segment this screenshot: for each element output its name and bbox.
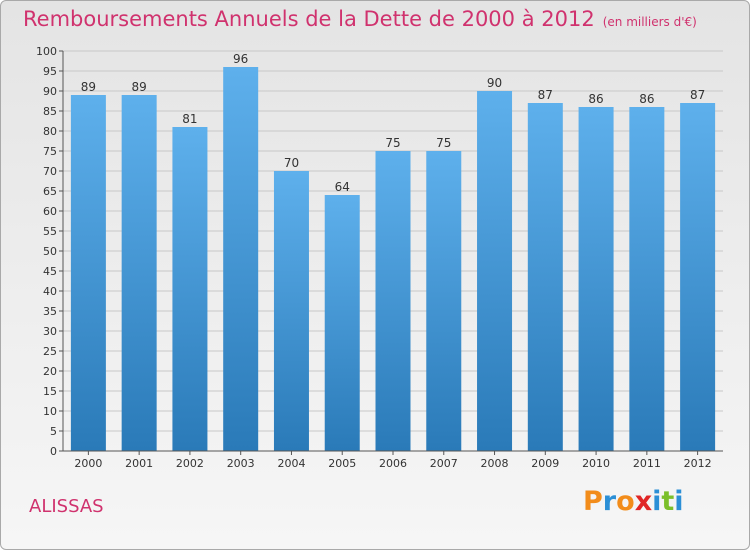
y-tick-label: 10 <box>43 405 57 418</box>
value-label: 86 <box>588 92 603 106</box>
bar <box>527 103 563 451</box>
logo-letter: i <box>674 486 684 517</box>
x-axis-ticks: 2000 2001 2002 2003 2004 2005 2006 2007 2008 2009… <box>74 451 712 470</box>
y-tick-label: 30 <box>43 325 57 338</box>
x-tick-label: 2008 <box>481 457 509 470</box>
bar <box>578 107 614 451</box>
y-tick-label: 70 <box>43 165 57 178</box>
y-tick-label: 75 <box>43 145 57 158</box>
bar <box>172 127 208 451</box>
logo-letter: r <box>602 486 617 517</box>
value-label: 96 <box>233 52 248 66</box>
y-tick-label: 45 <box>43 265 57 278</box>
x-tick-label: 2012 <box>684 457 712 470</box>
value-label: 64 <box>335 180 350 194</box>
y-tick-label: 20 <box>43 365 57 378</box>
y-tick-label: 0 <box>50 445 57 458</box>
value-label: 90 <box>487 76 502 90</box>
y-tick-label: 95 <box>43 65 57 78</box>
x-tick-label: 2002 <box>176 457 204 470</box>
y-tick-label: 40 <box>43 285 57 298</box>
value-label: 89 <box>132 80 147 94</box>
axes <box>62 51 723 452</box>
bar <box>477 91 513 451</box>
x-tick-label: 2010 <box>582 457 610 470</box>
bar <box>324 195 360 451</box>
x-tick-label: 2005 <box>328 457 356 470</box>
x-tick-label: 2003 <box>227 457 255 470</box>
value-label: 70 <box>284 156 299 170</box>
x-tick-label: 2011 <box>633 457 661 470</box>
y-tick-label: 60 <box>43 205 57 218</box>
value-label: 75 <box>385 136 400 150</box>
bars <box>70 67 716 451</box>
y-tick-label: 25 <box>43 345 57 358</box>
bar <box>121 95 157 451</box>
x-tick-label: 2004 <box>277 457 305 470</box>
value-label: 87 <box>690 88 705 102</box>
value-labels: 89 89 81 96 70 64 75 75 90 87 86 86 87 <box>81 52 706 194</box>
bar <box>426 151 462 451</box>
y-tick-label: 85 <box>43 105 57 118</box>
x-tick-label: 2001 <box>125 457 153 470</box>
logo-letter: o <box>616 486 635 517</box>
commune-name: ALISSAS <box>29 496 104 517</box>
y-axis-ticks: 0 5 10 15 20 25 30 35 40 45 50 55 60 65 70 75 80 85 90 95 10… <box>36 45 63 458</box>
value-label: 75 <box>436 136 451 150</box>
value-label: 86 <box>639 92 654 106</box>
y-tick-label: 5 <box>50 425 57 438</box>
y-tick-label: 50 <box>43 245 57 258</box>
y-tick-label: 65 <box>43 185 57 198</box>
y-tick-label: 55 <box>43 225 57 238</box>
bar <box>273 171 309 451</box>
logo-letter: P <box>583 486 603 517</box>
x-tick-label: 2006 <box>379 457 407 470</box>
chart-unit: (en milliers d'€) <box>602 15 697 29</box>
logo-letter: x <box>634 486 653 517</box>
x-tick-label: 2009 <box>531 457 559 470</box>
value-label: 87 <box>538 88 553 102</box>
x-tick-label: 2000 <box>74 457 102 470</box>
bar <box>680 103 716 451</box>
logo-letter: i <box>652 486 662 517</box>
y-tick-label: 100 <box>36 45 57 58</box>
chart-title-text: Remboursements Annuels de la Dette de 20… <box>23 7 595 31</box>
bar <box>375 151 411 451</box>
y-tick-label: 80 <box>43 125 57 138</box>
y-tick-label: 15 <box>43 385 57 398</box>
value-label: 89 <box>81 80 96 94</box>
bar <box>629 107 665 451</box>
bar <box>70 95 106 451</box>
proxiti-logo: Proxiti <box>583 486 684 517</box>
chart-title: Remboursements Annuels de la Dette de 20… <box>23 7 697 31</box>
bar <box>223 67 259 451</box>
x-tick-label: 2007 <box>430 457 458 470</box>
y-tick-label: 90 <box>43 85 57 98</box>
y-tick-label: 35 <box>43 305 57 318</box>
logo-letter: t <box>661 486 675 517</box>
value-label: 81 <box>182 112 197 126</box>
